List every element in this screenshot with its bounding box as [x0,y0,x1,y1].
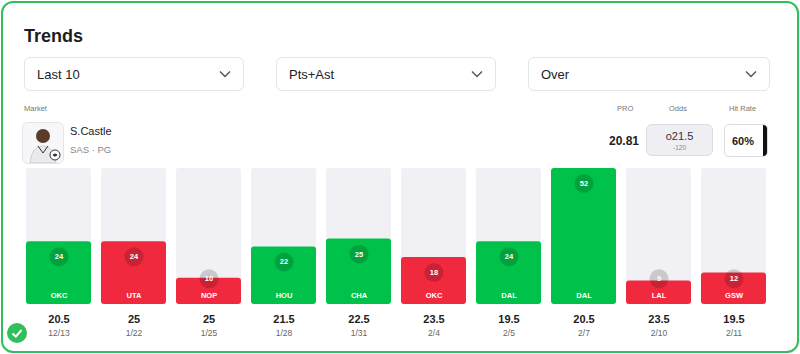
html-text:Trends: Trends [24,26,83,46]
svg-text:DAL: DAL [501,291,517,300]
svg-text:20.5: 20.5 [48,313,69,325]
svg-text:1/25: 1/25 [201,328,218,338]
svg-text:25: 25 [355,250,363,259]
html-text:Over: Over [541,67,570,82]
html-text:Pts+Ast: Pts+Ast [289,67,335,82]
html-text:PRO: PRO [617,104,634,113]
svg-text:20.5: 20.5 [573,313,594,325]
html-text:20.81: 20.81 [609,134,639,148]
svg-text:2/7: 2/7 [578,328,590,338]
svg-text:1/31: 1/31 [351,328,368,338]
html-text:S.Castle: S.Castle [70,125,112,137]
html-text:60%: 60% [732,135,754,147]
html-text:o21.5: o21.5 [665,130,694,142]
svg-text:25: 25 [203,313,215,325]
html-text:Market: Market [24,104,47,113]
svg-text:22: 22 [280,257,288,266]
html-text:SAS · PG: SAS · PG [70,144,112,155]
html-text:Hit Rate: Hit Rate [729,104,757,113]
svg-text:1/22: 1/22 [126,328,143,338]
html-text:-120: -120 [673,144,686,151]
svg-text:19.5: 19.5 [498,313,519,325]
svg-text:CHA: CHA [351,291,368,300]
svg-text:18: 18 [430,268,438,277]
svg-text:LAL: LAL [652,291,667,300]
svg-text:12/13: 12/13 [48,328,70,338]
svg-text:10: 10 [205,274,213,283]
svg-text:22.5: 22.5 [348,313,369,325]
svg-text:GSW: GSW [725,291,744,300]
svg-text:25: 25 [128,313,140,325]
svg-text:24: 24 [130,252,139,261]
svg-text:23.5: 23.5 [648,313,669,325]
svg-text:23.5: 23.5 [423,313,444,325]
svg-text:24: 24 [505,252,514,261]
svg-text:52: 52 [580,179,588,188]
svg-text:UTA: UTA [127,291,142,300]
svg-text:19.5: 19.5 [723,313,744,325]
html-text:Last 10: Last 10 [37,67,80,82]
svg-text:NOP: NOP [201,291,217,300]
svg-text:HOU: HOU [276,291,293,300]
svg-text:1/28: 1/28 [276,328,293,338]
svg-text:2/11: 2/11 [726,328,742,338]
svg-text:2/5: 2/5 [503,328,515,338]
svg-text:OKC: OKC [51,291,68,300]
svg-text:9: 9 [657,274,661,283]
svg-text:OKC: OKC [426,291,443,300]
svg-text:2/10: 2/10 [651,328,668,338]
svg-text:2/4: 2/4 [428,328,440,338]
html-text:Odds: Odds [669,104,687,113]
svg-text:DAL: DAL [576,291,592,300]
svg-text:12: 12 [730,274,738,283]
svg-text:24: 24 [55,252,64,261]
svg-text:21.5: 21.5 [273,313,294,325]
